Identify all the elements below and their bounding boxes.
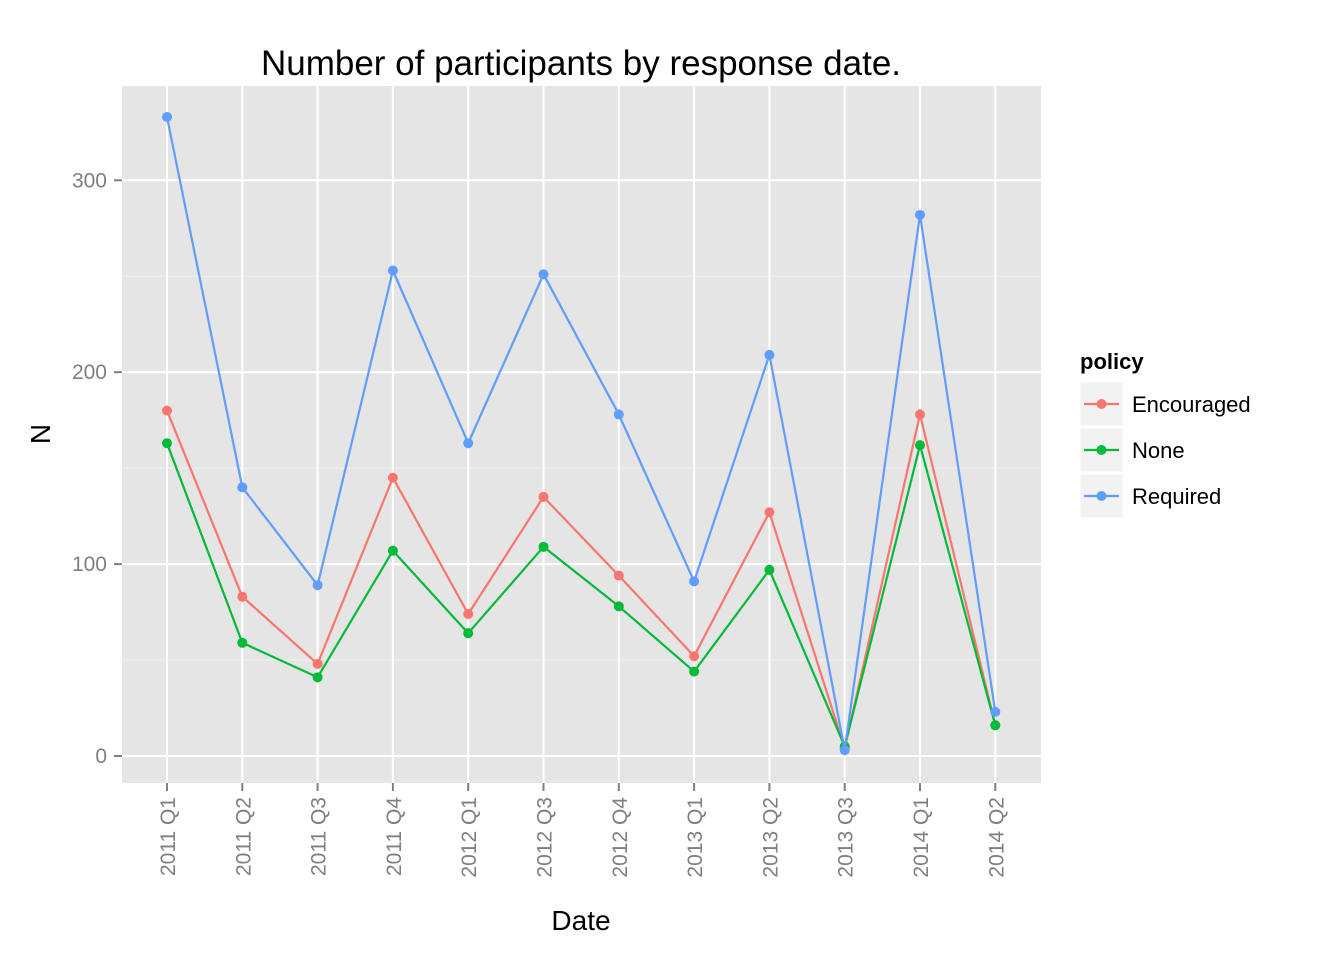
x-tick-label: 2011 Q1 [157,797,180,876]
series-layer [162,111,1001,756]
data-point-none [990,720,1001,731]
x-axis-title: Date [551,905,610,936]
x-tick-label: 2012 Q3 [534,797,557,878]
data-point-encouraged [463,608,474,619]
x-tick-label: 2013 Q3 [835,797,858,878]
legend-key-point [1096,491,1107,501]
x-tick-label: 2012 Q4 [609,797,632,878]
data-point-required [613,409,624,420]
data-point-none [463,628,474,639]
legend-item-required: Required [1079,473,1221,519]
y-tick-label: 200 [72,361,107,384]
data-point-encouraged [538,491,549,502]
data-point-required [689,576,700,587]
y-tick-label: 300 [72,169,107,192]
x-tick-label: 2011 Q3 [308,797,331,876]
y-tick-label: 100 [72,553,107,576]
data-point-encouraged [162,405,172,416]
data-point-required [538,269,549,280]
minor-gridlines [122,275,1041,661]
data-point-none [538,541,549,552]
data-point-encouraged [915,409,925,420]
x-axis: 2011 Q1 2011 Q2 2011 Q3 2011 Q4 2012 Q1 2012 … [157,783,1008,878]
x-tick-label: 2014 Q1 [910,797,933,878]
data-point-none [162,438,172,449]
data-point-encouraged [764,507,775,518]
data-point-required [839,745,850,756]
data-point-required [764,349,775,360]
series-required [162,111,1001,756]
data-point-none [387,545,398,556]
legend-key-point [1096,445,1107,455]
x-tick-label: 2011 Q4 [383,797,406,876]
data-point-required [162,111,172,122]
y-tick-label: 0 [95,745,107,768]
legend: policy Encouraged None Required [1079,349,1251,519]
legend-label-encouraged: Encouraged [1132,392,1251,417]
y-axis-title: N [25,424,56,444]
legend-label-none: None [1132,438,1185,463]
data-point-required [237,482,248,493]
legend-item-encouraged: Encouraged [1079,381,1251,427]
legend-key-point [1096,399,1107,409]
data-point-required [387,265,398,276]
data-point-none [689,666,700,677]
data-point-required [463,438,474,449]
data-point-required [915,209,925,220]
data-point-none [915,440,925,451]
x-tick-label: 2011 Q2 [232,797,255,876]
data-point-encouraged [689,651,700,662]
data-point-none [312,672,323,683]
x-tick-label: 2014 Q2 [985,797,1008,878]
data-point-required [990,706,1001,717]
legend-title: policy [1080,349,1144,374]
x-tick-label: 2013 Q2 [759,797,782,878]
data-point-encouraged [387,472,398,483]
legend-item-none: None [1079,427,1185,473]
chart-title: Number of participants by response date. [261,44,901,83]
data-point-required [312,580,323,591]
x-tick-label: 2013 Q1 [684,797,707,878]
y-axis: 0 100 200 300 [72,169,122,768]
data-point-encouraged [237,591,248,602]
plot-panel [122,86,1041,783]
series-line-none [165,442,997,748]
major-gridlines [122,86,1041,783]
data-point-none [613,601,624,612]
x-tick-label: 2012 Q1 [458,797,481,878]
legend-label-required: Required [1132,484,1221,509]
data-point-encouraged [613,570,624,581]
data-point-encouraged [312,658,323,669]
data-point-none [764,564,775,575]
data-point-none [237,637,248,648]
series-line-required [165,116,997,752]
